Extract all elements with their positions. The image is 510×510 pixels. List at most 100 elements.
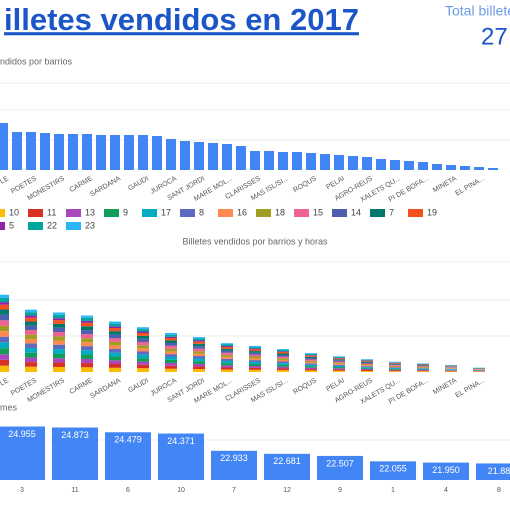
bar xyxy=(138,135,148,170)
bar-segment xyxy=(53,336,65,341)
bar xyxy=(370,461,416,480)
bar-segment xyxy=(137,342,149,346)
x-tick-label: PELAI xyxy=(325,377,346,393)
bar-segment xyxy=(361,366,373,368)
bar-segment xyxy=(109,356,121,361)
bar-segment xyxy=(81,338,93,343)
bar-segment xyxy=(0,331,9,337)
bar-segment xyxy=(389,363,401,364)
bar-segment xyxy=(389,369,401,371)
bar xyxy=(404,161,414,170)
x-tick-label: PELAI xyxy=(325,175,346,191)
bar xyxy=(208,143,218,170)
bar-segment xyxy=(361,368,373,370)
legend-label: 22 xyxy=(47,220,57,230)
bar-segment xyxy=(165,362,177,366)
bar-segment xyxy=(221,365,233,368)
bar-segment xyxy=(249,367,261,370)
bar xyxy=(320,154,330,170)
bar-segment xyxy=(417,365,429,366)
legend-swatch xyxy=(66,222,81,230)
bar-segment xyxy=(0,365,9,372)
bar-segment xyxy=(417,367,429,369)
legend-swatch xyxy=(408,209,423,217)
bar-segment xyxy=(417,366,429,368)
x-tick-label: 7 xyxy=(232,487,236,494)
legend-label: 11 xyxy=(47,207,56,217)
bar xyxy=(166,139,176,170)
bar-segment xyxy=(81,346,93,351)
bar-segment xyxy=(137,338,149,343)
bar-segment xyxy=(165,351,177,355)
bar xyxy=(423,462,469,480)
bar-segment xyxy=(25,321,37,326)
bar-segment xyxy=(417,369,429,371)
bar-segment xyxy=(277,351,289,353)
value-label: 24.955 xyxy=(8,429,36,439)
bar-segment xyxy=(193,340,205,342)
bar-segment xyxy=(445,368,457,370)
bar-segment xyxy=(25,334,37,339)
bar-segment xyxy=(109,334,121,339)
bar-segment xyxy=(109,345,121,349)
value-label: 22.055 xyxy=(379,464,407,474)
bar-segment xyxy=(109,326,121,329)
bar-segment xyxy=(193,341,205,344)
bar-segment xyxy=(221,369,233,372)
bar-segment xyxy=(221,344,233,347)
bar xyxy=(278,152,288,170)
bar-segment xyxy=(417,370,429,371)
bar-segment xyxy=(389,367,401,369)
bar-segment xyxy=(417,370,429,372)
bar xyxy=(488,168,498,170)
bar-segment xyxy=(389,364,401,366)
bar-segment xyxy=(249,366,261,368)
bar-segment xyxy=(137,327,149,330)
x-tick-label: GAUDI xyxy=(127,175,150,192)
bar-segment xyxy=(417,371,429,372)
bar-segment xyxy=(445,370,457,371)
bar-segment xyxy=(53,320,65,324)
bar-segment xyxy=(25,352,37,358)
bar xyxy=(250,151,260,170)
bar-segment xyxy=(221,360,233,364)
bar-segment xyxy=(0,302,9,305)
value-label: 24.371 xyxy=(167,436,195,446)
bar-segment xyxy=(445,370,457,372)
bar-segment xyxy=(81,326,93,331)
bar-segment xyxy=(277,354,289,357)
bar-segment xyxy=(305,358,317,360)
bar-segment xyxy=(0,304,9,310)
legend-swatch xyxy=(332,209,347,217)
x-tick-label: 8 xyxy=(497,487,501,494)
bar-segment xyxy=(137,358,149,362)
bar-segment xyxy=(25,309,37,313)
bar-segment xyxy=(81,317,93,321)
bar-segment xyxy=(25,330,37,335)
bar xyxy=(52,427,98,480)
bar-segment xyxy=(417,365,429,367)
bar xyxy=(334,155,344,170)
legend-label: 23 xyxy=(85,220,95,230)
bar-segment xyxy=(109,360,121,365)
bar-segment xyxy=(305,366,317,368)
bar-segment xyxy=(361,364,373,366)
bar-segment xyxy=(109,331,121,335)
bar-segment xyxy=(193,369,205,372)
legend-swatch xyxy=(104,209,119,217)
bar-segment xyxy=(221,356,233,359)
bar-segment xyxy=(305,370,317,372)
bar-segment xyxy=(277,368,289,371)
bar-segment xyxy=(25,317,37,322)
bar-segment xyxy=(305,359,317,361)
bar-segment xyxy=(81,354,93,359)
bar xyxy=(476,463,510,480)
bar xyxy=(460,166,470,170)
bar-segment xyxy=(165,332,177,335)
bar-segment xyxy=(249,348,261,350)
bar-segment xyxy=(165,356,177,360)
bar xyxy=(211,450,257,480)
bar-segment xyxy=(305,363,317,365)
